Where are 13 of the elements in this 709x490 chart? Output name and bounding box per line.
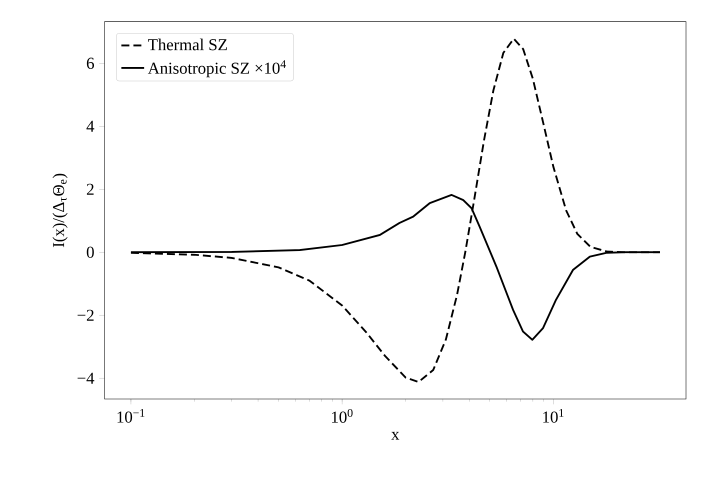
- y-tick-label: 6: [86, 58, 94, 69]
- y-tick-label: −2: [78, 310, 94, 321]
- y-tick-label: 4: [86, 120, 94, 132]
- legend-label: Thermal SZ: [148, 38, 227, 50]
- x-tick-label: 10$^{−1}$: [118, 409, 144, 423]
- x-axis-title: x: [391, 432, 400, 440]
- y-tick-label: −4: [78, 372, 94, 384]
- x-tick-label: 10$^{1}$: [543, 409, 564, 423]
- y-axis-title: I(x)/(Δ$_{τ}$Θ$_{e}$): [52, 174, 68, 248]
- legend-label: Anisotropic SZ ×10$^{4}$: [148, 60, 286, 78]
- y-tick-label: 2: [86, 184, 94, 195]
- y-tick-label: 0: [86, 246, 94, 258]
- x-tick-label: 10$^{0}$: [332, 409, 353, 423]
